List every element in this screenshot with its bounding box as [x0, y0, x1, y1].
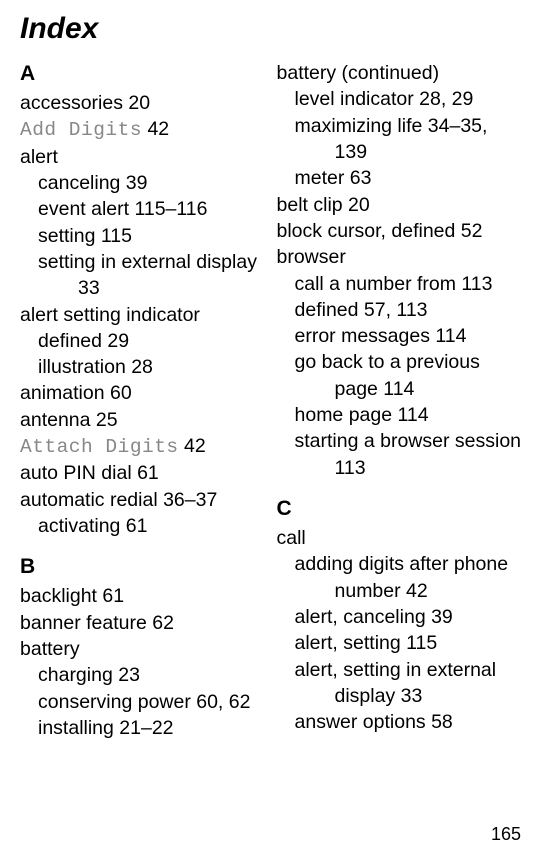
index-columns: A accessories 20Add Digits 42alertcancel…	[20, 60, 523, 741]
index-entry: banner feature 62	[20, 610, 267, 636]
index-entry: block cursor, defined 52	[277, 218, 524, 244]
index-entry: defined 57, 113	[295, 297, 524, 323]
index-entry: auto PIN dial 61	[20, 460, 267, 486]
index-entry: Add Digits 42	[20, 116, 267, 143]
index-entry: adding digits after phone	[295, 551, 524, 577]
index-entry: setting in external display	[38, 249, 267, 275]
section-letter-a: A	[20, 62, 267, 86]
index-entry: starting a browser session	[295, 428, 524, 454]
index-entry: 139	[335, 139, 524, 165]
index-entry: battery (continued)	[277, 60, 524, 86]
index-entry: answer options 58	[295, 709, 524, 735]
index-entry: belt clip 20	[277, 192, 524, 218]
index-entry: home page 114	[295, 402, 524, 428]
section-b-entries: backlight 61banner feature 62batterychar…	[20, 583, 267, 741]
index-entry: accessories 20	[20, 90, 267, 116]
index-entry: antenna 25	[20, 407, 267, 433]
index-entry: Attach Digits 42	[20, 433, 267, 460]
index-entry: battery	[20, 636, 267, 662]
page-title: Index	[20, 12, 523, 46]
index-entry: defined 29	[38, 328, 267, 354]
index-entry: 113	[335, 455, 524, 481]
index-entry: go back to a previous	[295, 349, 524, 375]
index-entry: activating 61	[38, 513, 267, 539]
index-entry: illustration 28	[38, 354, 267, 380]
code-text: Attach Digits	[20, 436, 179, 458]
index-entry: animation 60	[20, 380, 267, 406]
index-entry: alert, setting 115	[295, 630, 524, 656]
entry-suffix: 42	[142, 118, 169, 140]
left-column: A accessories 20Add Digits 42alertcancel…	[20, 60, 267, 741]
index-entry: call	[277, 525, 524, 551]
section-letter-c: C	[277, 497, 524, 521]
right-column: battery (continued)level indicator 28, 2…	[277, 60, 524, 741]
index-entry: alert, setting in external	[295, 657, 524, 683]
index-entry: meter 63	[295, 165, 524, 191]
index-entry: canceling 39	[38, 170, 267, 196]
index-entry: 33	[78, 275, 267, 301]
index-entry: alert setting indicator	[20, 302, 267, 328]
index-entry: backlight 61	[20, 583, 267, 609]
index-entry: charging 23	[38, 662, 267, 688]
index-entry: maximizing life 34–35,	[295, 113, 524, 139]
index-entry: level indicator 28, 29	[295, 86, 524, 112]
index-entry: page 114	[335, 376, 524, 402]
index-entry: conserving power 60, 62	[38, 689, 267, 715]
index-entry: automatic redial 36–37	[20, 487, 267, 513]
index-entry: browser	[277, 244, 524, 270]
code-text: Add Digits	[20, 119, 142, 141]
section-c-entries: calladding digits after phone number 42a…	[277, 525, 524, 736]
section-letter-b: B	[20, 555, 267, 579]
battery-continued-entries: battery (continued)level indicator 28, 2…	[277, 60, 524, 481]
page-number: 165	[491, 824, 521, 845]
index-entry: event alert 115–116	[38, 196, 267, 222]
index-entry: display 33	[335, 683, 524, 709]
index-entry: call a number from 113	[295, 271, 524, 297]
index-entry: installing 21–22	[38, 715, 267, 741]
index-entry: setting 115	[38, 223, 267, 249]
index-entry: alert, canceling 39	[295, 604, 524, 630]
index-entry: number 42	[335, 578, 524, 604]
entry-suffix: 42	[179, 435, 206, 457]
index-entry: alert	[20, 144, 267, 170]
section-a-entries: accessories 20Add Digits 42alertcancelin…	[20, 90, 267, 539]
index-entry: error messages 114	[295, 323, 524, 349]
